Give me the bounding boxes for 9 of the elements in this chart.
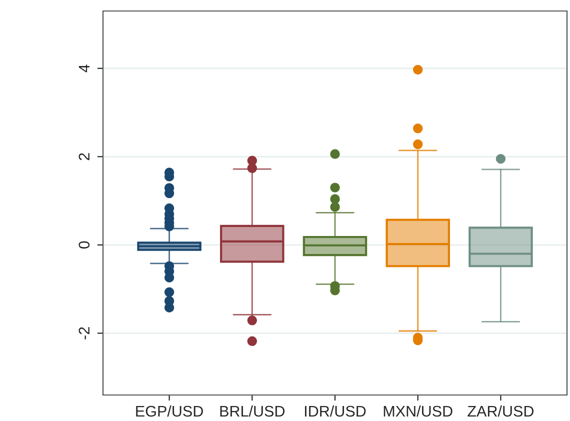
y-tick-label: -2: [78, 327, 90, 340]
x-tick-label: BRL/USD: [220, 405, 285, 417]
y-tick-label: 2: [78, 153, 90, 160]
x-tick-label: IDR/USD: [305, 405, 366, 417]
x-tick-label: MXN/USD: [384, 405, 452, 417]
x-tick-label: EGP/USD: [136, 405, 203, 417]
y-tick-label: 4: [78, 64, 90, 72]
x-tick-label: ZAR/USD: [468, 405, 534, 417]
y-tick-label: 0: [78, 241, 90, 249]
